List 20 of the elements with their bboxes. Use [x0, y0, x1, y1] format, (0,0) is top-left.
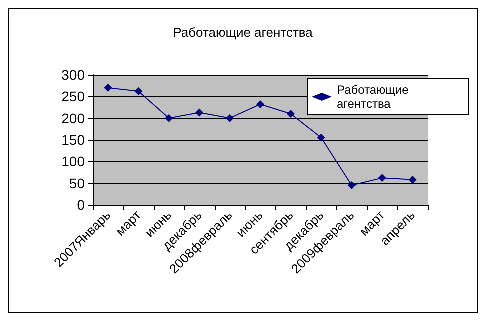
y-tick-label: 0 — [77, 197, 86, 213]
y-tick-label: 100 — [62, 154, 86, 170]
y-tick-label: 200 — [62, 110, 86, 126]
y-tick-label: 250 — [62, 88, 86, 105]
point — [317, 134, 326, 142]
point — [256, 100, 264, 108]
point — [104, 84, 112, 92]
point — [196, 108, 204, 117]
point — [378, 174, 386, 182]
point — [165, 114, 174, 122]
y-tick-label: 50 — [69, 175, 86, 192]
point — [226, 114, 234, 122]
legend-label: Работающие агентства — [337, 83, 412, 111]
point — [286, 110, 295, 118]
point — [134, 87, 143, 96]
point — [348, 182, 356, 190]
y-tick-label: 300 — [62, 67, 86, 83]
chart-title: Работающие агентства — [173, 25, 314, 40]
y-tick-label: 150 — [62, 132, 86, 148]
point — [408, 176, 417, 184]
